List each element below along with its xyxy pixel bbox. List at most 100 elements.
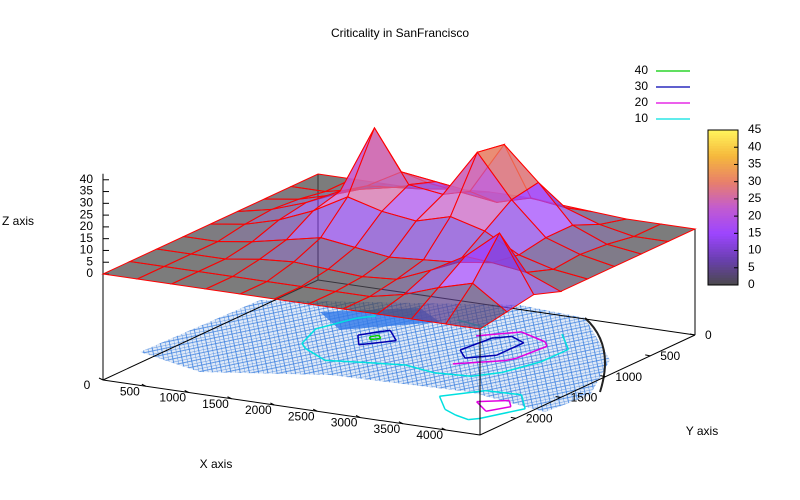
colorbar-tick-label: 5	[748, 260, 755, 274]
contour-line	[468, 417, 480, 421]
z-axis-label: Z axis	[2, 214, 34, 228]
colorbar-tick-label: 20	[748, 208, 762, 222]
z-tick-label: 35	[80, 184, 94, 198]
colorbar-slice	[708, 241, 738, 245]
colorbar-slice	[708, 137, 738, 141]
colorbar-slice	[708, 132, 738, 136]
y-tick-label: 1000	[615, 370, 642, 384]
y-tick-label: 1500	[571, 391, 598, 405]
contour-line	[357, 329, 391, 336]
contour-line	[355, 315, 377, 320]
colorbar-slice	[708, 230, 738, 234]
chart-title: Criticality in SanFrancisco	[331, 26, 469, 40]
city-map	[140, 300, 610, 412]
x-tick-label: 500	[120, 384, 140, 398]
contour-line	[540, 348, 569, 363]
colorbar-slice	[708, 225, 738, 229]
contour-line	[501, 361, 542, 374]
contour-line	[301, 342, 307, 350]
colorbar-slice	[708, 261, 738, 265]
colorbar-slice	[708, 279, 738, 283]
contour-line	[305, 347, 326, 362]
x-tick-label: 3000	[331, 416, 358, 430]
contour-line	[325, 359, 366, 364]
contour-line	[496, 342, 525, 356]
colorbar-slice	[708, 277, 738, 281]
colorbar-slice	[708, 186, 738, 190]
contour-line	[516, 345, 548, 359]
colorbar-slice	[708, 254, 738, 258]
contour-line	[544, 341, 548, 347]
contour-line	[455, 414, 469, 421]
colorbar-slice	[708, 233, 738, 237]
colorbar-slice	[708, 220, 738, 224]
legend-label: 30	[635, 79, 649, 93]
colorbar-slice	[708, 189, 738, 193]
colorbar-tick-label: 25	[748, 191, 762, 205]
x-tick	[184, 390, 189, 393]
colorbar-slice	[708, 274, 738, 278]
colorbar-slice	[708, 166, 738, 170]
contour-line	[485, 405, 512, 412]
contour-line	[476, 331, 522, 337]
contour-line	[476, 401, 487, 412]
contour-line	[444, 408, 456, 416]
contour-line	[520, 394, 526, 409]
colorbar-slice	[708, 266, 738, 270]
contour-line	[315, 317, 356, 330]
contour-line	[476, 399, 510, 403]
colorbar-slice	[708, 248, 738, 252]
z-tick-label: 40	[80, 172, 94, 186]
colorbar-slice	[708, 155, 738, 159]
contour-line	[479, 408, 526, 420]
colorbar-slice	[708, 173, 738, 177]
colorbar-slice	[708, 199, 738, 203]
colorbar-slice	[708, 282, 738, 286]
colorbar-tick-label: 30	[748, 174, 762, 188]
contour-line	[358, 339, 397, 346]
x-tick-label: 0	[84, 378, 91, 392]
colorbar-slice	[708, 145, 738, 149]
colorbar-slice	[708, 246, 738, 250]
colorbar-slice	[708, 228, 738, 232]
y-tick	[510, 416, 516, 419]
colorbar-slice	[708, 179, 738, 183]
x-tick	[355, 415, 361, 418]
colorbar-slice	[708, 238, 738, 242]
colorbar-slice	[708, 264, 738, 268]
colorbar-slice	[708, 168, 738, 172]
z-tick-label: 15	[80, 231, 94, 245]
y-tick	[600, 375, 606, 378]
contour-line	[439, 389, 486, 397]
contour-line	[491, 335, 512, 339]
contour-line	[369, 337, 381, 341]
colorbar-slice	[708, 135, 738, 139]
contour-line	[389, 329, 397, 342]
contour-line	[365, 361, 406, 366]
colorbar-slice	[708, 150, 738, 154]
contour-line	[511, 335, 525, 344]
colorbar-tick-label: 0	[748, 277, 755, 291]
contour-line	[561, 333, 570, 350]
x-tick-label: 4000	[416, 428, 443, 442]
colorbar-slice	[708, 176, 738, 180]
legend-label: 10	[635, 111, 649, 125]
colorbar-slice	[708, 194, 738, 198]
contour-line	[433, 371, 472, 377]
contour-line	[438, 395, 446, 410]
colorbar-slice	[708, 158, 738, 162]
colorbar-tick-label: 45	[748, 122, 762, 136]
x-tick-label: 2500	[288, 409, 315, 423]
contour-line	[508, 400, 512, 407]
colorbar-slice	[708, 223, 738, 227]
colorbar-slice	[708, 161, 738, 165]
x-tick	[98, 377, 104, 381]
y-tick	[689, 333, 696, 336]
colorbar-frame	[707, 129, 739, 286]
colorbar-slice	[708, 140, 738, 144]
contour-line	[521, 331, 546, 343]
colorbar-slice	[708, 142, 738, 146]
colorbar-slice	[708, 217, 738, 221]
colorbar-slice	[708, 153, 738, 157]
